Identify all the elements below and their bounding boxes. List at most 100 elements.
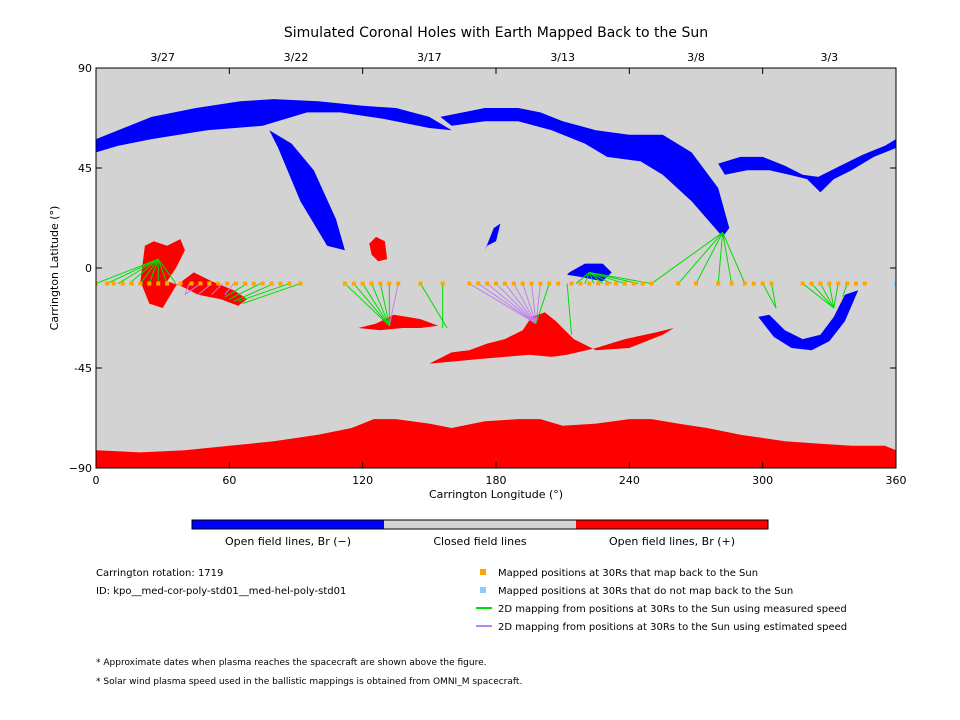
mapped-point	[225, 281, 230, 286]
mapped-point	[260, 281, 265, 286]
y-axis-label: Carrington Latitude (°)	[48, 206, 61, 331]
legend-estimated-label: 2D mapping from positions at 30Rs to the…	[498, 622, 847, 633]
measured-mapping-line	[129, 258, 159, 284]
mapped-point	[111, 281, 116, 286]
measured-mapping-line	[353, 283, 390, 327]
measured-mapping-line	[238, 283, 290, 302]
mapped-point	[694, 281, 698, 286]
estimated-mapping-line	[224, 283, 235, 295]
top-date-label: 3/3	[820, 51, 838, 64]
mapped-point	[207, 281, 212, 286]
legend: Mapped positions at 30Rs that map back t…	[476, 568, 847, 633]
measured-mapping-line	[535, 283, 550, 324]
measured-mapping-line	[842, 283, 848, 298]
mapped-point	[476, 281, 481, 286]
measured-mapping-line	[651, 232, 723, 284]
mapped-point	[605, 281, 610, 286]
measured-mapping-line	[802, 283, 835, 309]
mapped-point	[729, 281, 734, 286]
mapped-point	[676, 281, 681, 286]
measured-mapping-line	[96, 258, 159, 285]
x-tick-label: 300	[752, 474, 773, 487]
measured-mapping-line	[157, 258, 168, 284]
mapped-point	[640, 281, 645, 286]
mapped-point	[396, 281, 401, 286]
mapped-point	[614, 281, 618, 286]
mapped-point	[342, 281, 347, 286]
measured-mapping-line	[575, 272, 590, 284]
mapped-point	[569, 281, 574, 286]
mapped-point	[105, 281, 110, 286]
mapped-point	[818, 281, 823, 286]
mapped-point	[502, 281, 507, 286]
x-axis-label: Carrington Longitude (°)	[429, 488, 563, 501]
mapped-point	[587, 281, 592, 286]
mapped-point	[649, 281, 654, 286]
measured-mapping-line	[588, 272, 595, 284]
mapped-point	[547, 281, 552, 286]
measured-mapping-line	[722, 232, 733, 284]
mapped-point	[351, 281, 356, 286]
mapped-points	[96, 281, 896, 286]
negative-coronal-hole-2	[269, 130, 345, 251]
positive-coronal-hole-5	[96, 419, 896, 468]
x-tick-label: 180	[486, 474, 507, 487]
mapped-point	[827, 281, 832, 286]
negative-coronal-hole-7	[758, 290, 859, 351]
legend-not-mapped-label: Mapped positions at 30Rs that do not map…	[498, 586, 793, 597]
mapped-point	[298, 281, 303, 286]
estimated-mapping-line	[469, 283, 537, 324]
positive-coronal-hole-2	[369, 236, 388, 262]
x-tick-label: 360	[886, 474, 907, 487]
mapped-point	[716, 281, 721, 286]
mapped-point	[556, 281, 561, 286]
mapped-point	[156, 281, 161, 286]
estimated-mapping-line	[531, 283, 537, 324]
mapped-point	[234, 281, 238, 286]
mapped-point	[440, 281, 445, 286]
mapped-point	[129, 281, 134, 286]
top-date-label: 3/27	[150, 51, 175, 64]
measured-mapping-line	[584, 272, 590, 284]
mapped-point	[520, 281, 525, 286]
top-date-label: 3/22	[284, 51, 309, 64]
estimated-mapping-line	[504, 283, 537, 324]
mapped-point	[287, 281, 292, 286]
mapped-point	[494, 281, 498, 286]
measured-mapping-line	[589, 272, 603, 284]
mapped-point	[596, 281, 601, 286]
x-tick-label: 240	[619, 474, 640, 487]
measured-mapping-line	[379, 283, 390, 326]
mapped-point	[198, 281, 203, 286]
colorbar-frame	[191, 519, 769, 530]
measured-mapping-line	[717, 232, 724, 284]
positive-coronal-hole-4	[429, 312, 674, 364]
mapped-point	[578, 281, 583, 286]
measured-mapping-line	[362, 283, 390, 327]
measured-mapping-line	[828, 283, 835, 309]
mapped-point	[845, 281, 850, 286]
estimated-mapping-line	[535, 283, 541, 324]
mapped-point	[278, 281, 283, 286]
colorbar-label-closed: Closed field lines	[433, 535, 527, 548]
unmapped-point	[894, 281, 896, 286]
estimated-mapping-line	[513, 283, 537, 324]
measured-mapping-line	[224, 283, 248, 298]
measured-mapping-line	[811, 283, 835, 309]
estimated-mapping-line	[522, 283, 537, 324]
measured-mapping-line	[771, 283, 777, 309]
mapped-point	[836, 281, 841, 286]
estimated-mapping-line	[495, 283, 537, 324]
measured-mapping-line	[242, 283, 301, 305]
negative-coronal-hole-3	[440, 108, 730, 237]
mapped-point	[178, 281, 183, 286]
chart-title: Simulated Coronal Holes with Earth Mappe…	[284, 25, 708, 41]
mapped-point	[360, 281, 365, 286]
measured-mapping-line	[695, 232, 724, 284]
colorbar-negative	[192, 520, 384, 529]
measured-mapping-line	[148, 258, 159, 284]
x-tick-label: 60	[222, 474, 236, 487]
colorbar-positive	[576, 520, 768, 529]
measured-mapping-line	[566, 283, 573, 335]
estimated-mapping-line	[486, 283, 537, 324]
